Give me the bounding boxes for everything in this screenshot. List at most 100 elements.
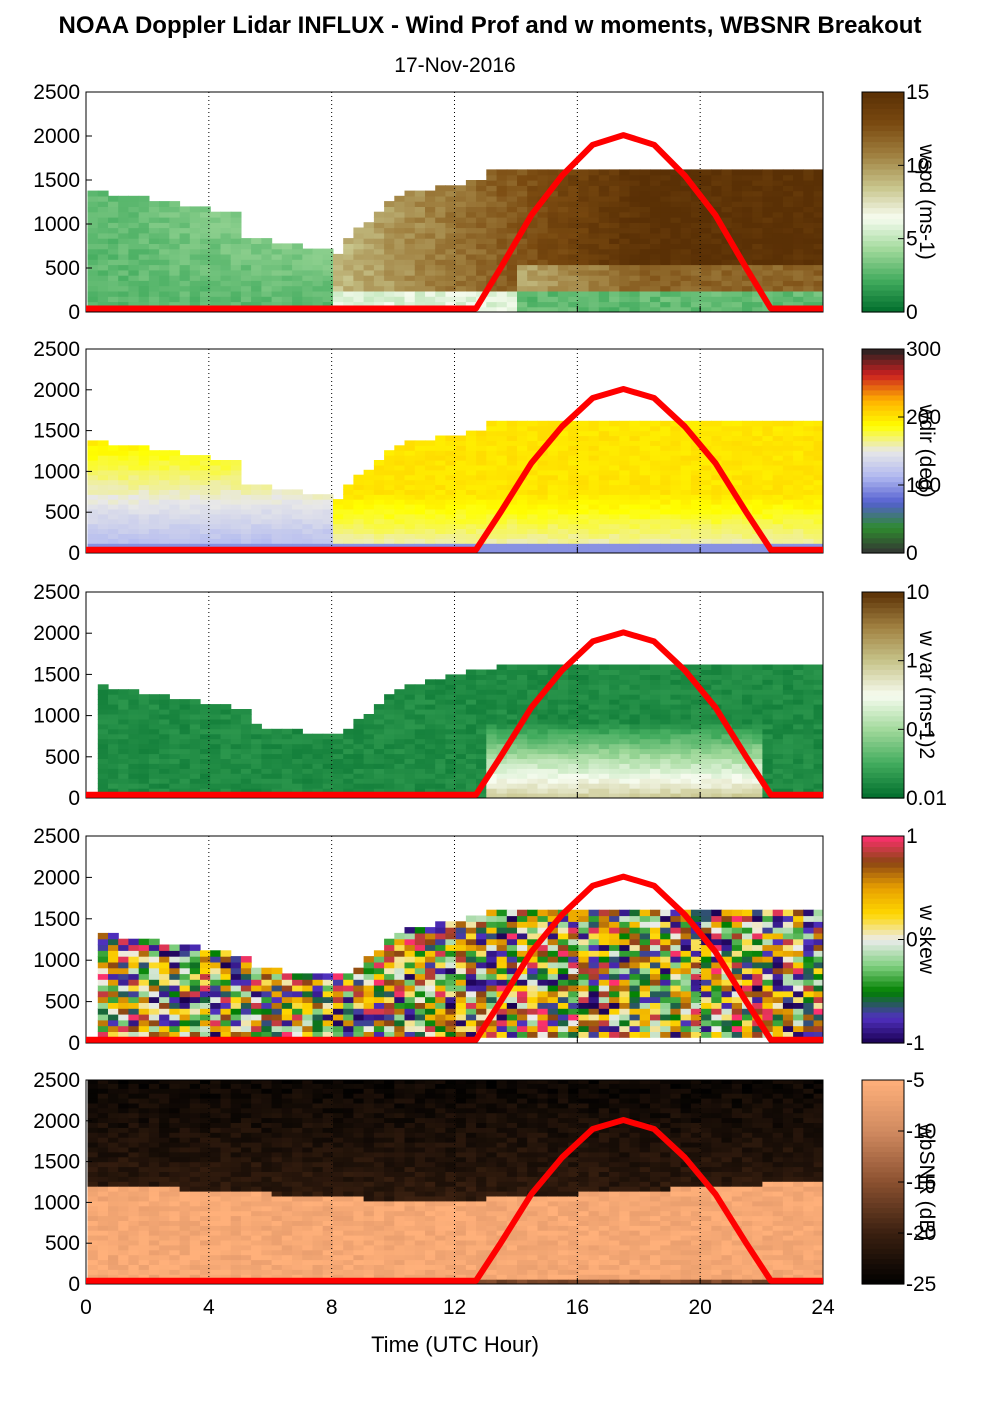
heatmap-cell [660, 768, 671, 774]
heatmap-cell [629, 704, 641, 710]
heatmap-cell [690, 518, 702, 525]
heatmap-cell [609, 464, 620, 471]
heatmap-cell [455, 269, 467, 276]
heatmap-cell [425, 217, 436, 223]
heatmap-cell [486, 728, 498, 735]
heatmap-cell [629, 264, 641, 271]
heatmap-cell [302, 504, 314, 510]
heatmap-cell [782, 778, 794, 784]
heatmap-cell [619, 296, 631, 303]
heatmap-cell [455, 232, 467, 239]
heatmap-cell [731, 533, 743, 539]
heatmap-cell [465, 528, 477, 534]
heatmap-cell [793, 474, 804, 481]
heatmap-cell [261, 494, 273, 500]
heatmap-cell [547, 174, 559, 181]
heatmap-cell [108, 533, 119, 539]
heatmap-cell [179, 768, 191, 774]
heatmap-cell [414, 763, 426, 769]
heatmap-cell [506, 201, 518, 207]
heatmap-cell [772, 528, 784, 534]
heatmap-cell [414, 704, 426, 710]
heatmap-cell [527, 430, 538, 437]
heatmap-cell [435, 523, 446, 530]
heatmap-cell [793, 513, 804, 520]
heatmap-cell [588, 484, 600, 490]
heatmap-cell [742, 211, 753, 218]
heatmap-cell [404, 253, 416, 260]
heatmap-cell [721, 460, 733, 466]
solar-curve [86, 132, 823, 312]
chart-subtitle: 17-Nov-2016 [394, 54, 515, 77]
heatmap-cell [782, 699, 794, 705]
heatmap-cell [404, 694, 416, 700]
heatmap-cell [793, 180, 804, 186]
heatmap-cell [742, 280, 753, 287]
heatmap-cell [118, 450, 129, 456]
heatmap-cell [271, 733, 283, 740]
heatmap-cell [670, 674, 682, 680]
heatmap-cell [108, 523, 119, 530]
heatmap-cell [711, 232, 723, 239]
heatmap-cell [772, 728, 784, 735]
heatmap-cell [210, 518, 221, 525]
heatmap-cell [465, 450, 477, 456]
heatmap-cell [148, 469, 160, 476]
heatmap-cell [465, 753, 477, 759]
heatmap-cell [782, 684, 794, 690]
heatmap-cell [189, 296, 201, 303]
heatmap-cell [537, 474, 549, 481]
heatmap-cell [210, 243, 221, 250]
heatmap-cell [557, 185, 569, 192]
heatmap-cell [271, 290, 283, 297]
heatmap-cell [425, 518, 436, 525]
heatmap-cell [373, 773, 385, 779]
heatmap-cell [373, 543, 385, 549]
heatmap-cell [343, 484, 354, 490]
heatmap-cell [445, 435, 457, 441]
heatmap-cell [793, 464, 804, 471]
heatmap-cell [588, 479, 600, 486]
heatmap-cell [609, 222, 620, 229]
heatmap-cell [782, 217, 794, 223]
heatmap-cell [588, 440, 600, 446]
heatmap-cell [742, 301, 753, 308]
heatmap-cell [721, 679, 733, 685]
heatmap-cell [435, 718, 446, 725]
heatmap-cell [476, 474, 487, 481]
heatmap-cell [731, 180, 743, 186]
heatmap-cell [425, 301, 436, 308]
heatmap-cell [363, 285, 375, 292]
heatmap-cell [680, 232, 692, 239]
heatmap-cell [271, 489, 283, 495]
heatmap-cell [680, 253, 692, 260]
heatmap-cell [793, 435, 804, 441]
heatmap-cell [813, 253, 823, 260]
heatmap-cell [486, 435, 498, 441]
heatmap-cell [752, 674, 763, 680]
heatmap-cell [97, 195, 109, 202]
heatmap-cell [752, 455, 763, 461]
heatmap-cell [598, 460, 610, 466]
heatmap-cell [404, 280, 416, 287]
heatmap-cell [292, 543, 303, 549]
heatmap-cell [404, 704, 416, 710]
heatmap-cell [537, 684, 549, 690]
heatmap-cell [159, 513, 170, 520]
heatmap-cell [302, 733, 314, 740]
heatmap-cell [220, 211, 232, 218]
heatmap-cell [527, 494, 538, 500]
heatmap-cell [118, 460, 129, 466]
heatmap-cell [189, 489, 201, 495]
heatmap-cell [762, 460, 774, 466]
heatmap-cell [118, 455, 129, 461]
heatmap-cell [496, 738, 508, 745]
heatmap-cell [517, 211, 528, 218]
heatmap-cell [721, 773, 733, 779]
heatmap-cell [97, 714, 109, 720]
heatmap-cell [363, 296, 375, 303]
heatmap-cell [425, 508, 436, 515]
heatmap-cell [210, 543, 221, 549]
heatmap-cell [690, 793, 702, 798]
heatmap-cell [578, 788, 590, 794]
